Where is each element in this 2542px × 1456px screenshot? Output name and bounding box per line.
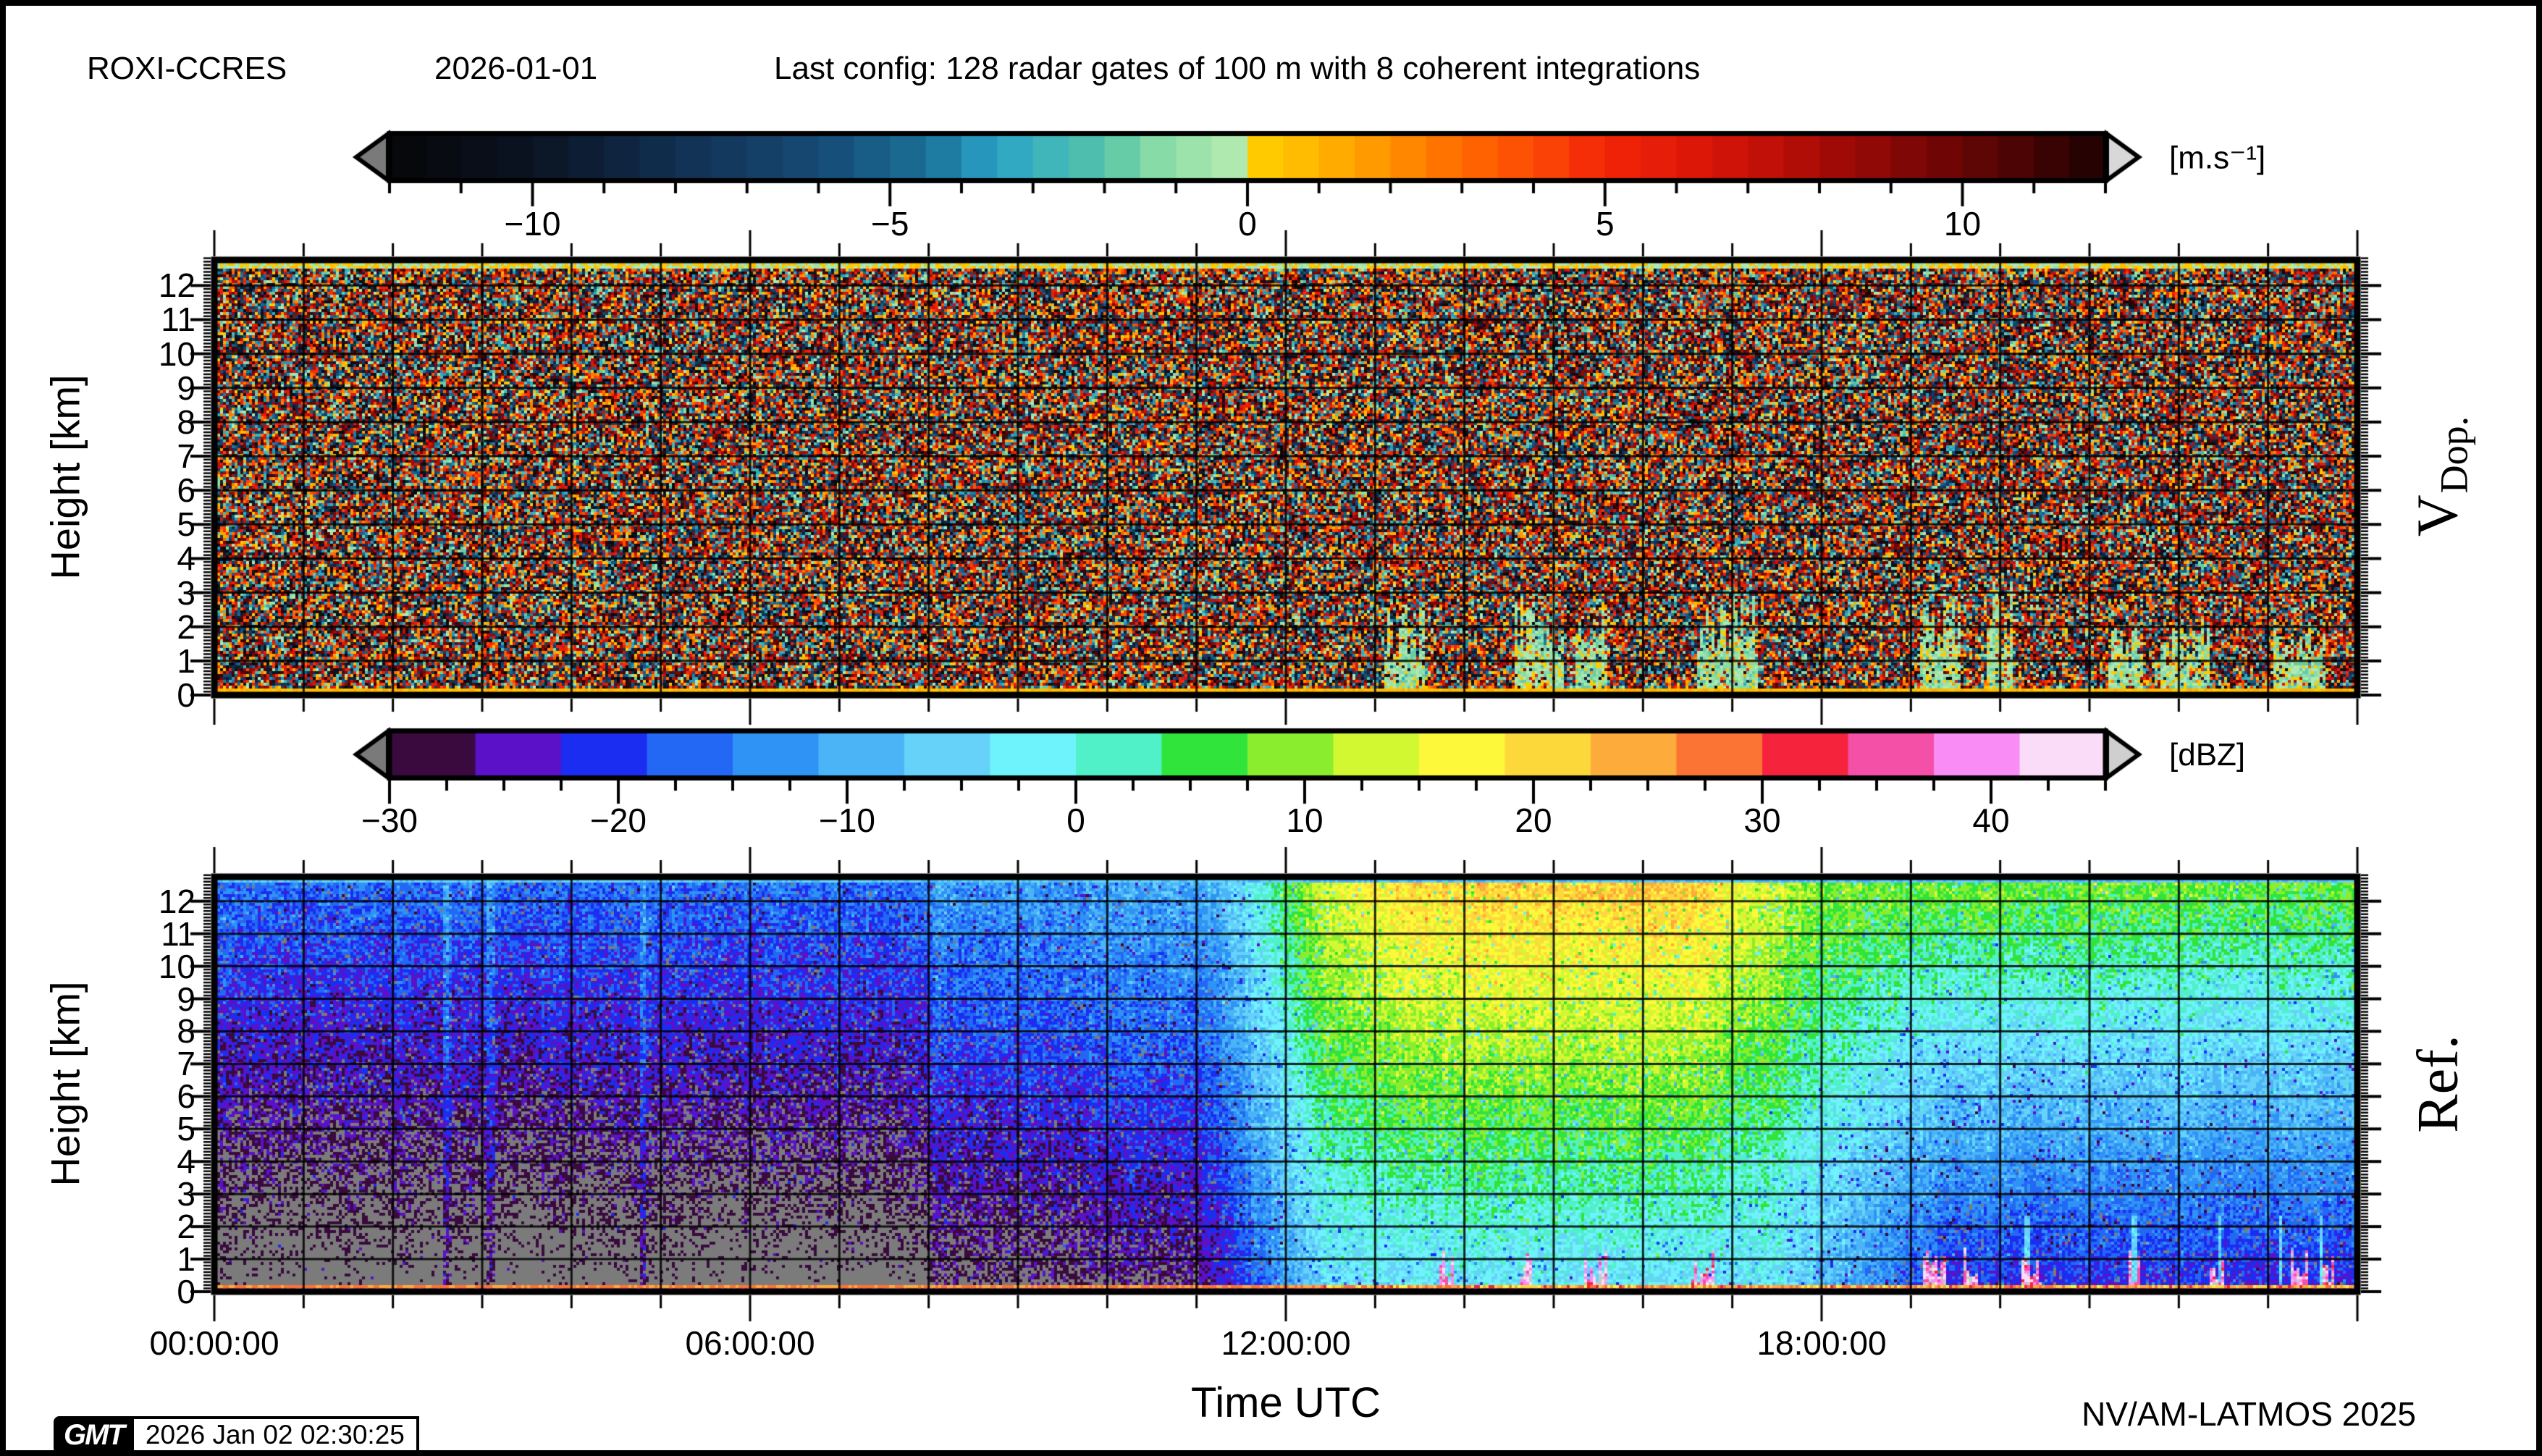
height-tick-label: 6 <box>177 1077 195 1116</box>
height-tick-label: 9 <box>177 980 195 1018</box>
date-label: 2026-01-01 <box>434 51 598 86</box>
config-label: Last config: 128 radar gates of 100 m wi… <box>774 51 1701 86</box>
station-name: ROXI-CCRES <box>87 51 287 86</box>
time-tick-label: 06:00:00 <box>685 1324 815 1362</box>
colorbar-tick-label: −30 <box>361 801 418 839</box>
height-tick-label: 0 <box>177 676 195 714</box>
height-tick-label: 8 <box>177 1012 195 1051</box>
colorbar-tick-label: 30 <box>1743 801 1781 839</box>
reflectivity-side-label-main: Ref. <box>2406 1035 2470 1133</box>
gmt-logo: GMT <box>54 1416 134 1450</box>
credit-label: NV/AM-LATMOS 2025 <box>2082 1395 2416 1433</box>
height-tick-label: 4 <box>177 1143 195 1181</box>
height-tick-label: 3 <box>177 573 195 612</box>
height-tick-label: 10 <box>158 947 195 985</box>
height-tick-label: 11 <box>161 300 195 339</box>
colorbar-tick-label: 20 <box>1515 801 1552 839</box>
height-tick-label: 7 <box>177 437 195 476</box>
height-tick-label: 2 <box>177 607 195 646</box>
reflectivity-height-axis-label: Height [km] <box>42 981 88 1187</box>
time-tick-label: 12:00:00 <box>1221 1324 1351 1362</box>
height-tick-label: 12 <box>158 882 195 920</box>
velocity-height-axis-label: Height [km] <box>42 374 88 580</box>
velocity-side-label-main: V <box>2406 495 2470 537</box>
height-tick-label: 1 <box>177 1240 195 1279</box>
render-timestamp: 2026 Jan 02 02:30:25 <box>133 1416 419 1450</box>
colorbar-tick-label: −20 <box>589 801 647 839</box>
height-tick-label: 12 <box>158 266 195 305</box>
velocity-colorbar <box>317 120 2272 222</box>
height-tick-label: 10 <box>158 334 195 373</box>
colorbar-tick-label: 40 <box>1972 801 2010 839</box>
reflectivity-units-label: [dBZ] <box>2169 737 2246 773</box>
height-tick-label: 0 <box>177 1273 195 1310</box>
colorbar-tick-label: −10 <box>818 801 876 839</box>
height-tick-label: 4 <box>177 539 195 578</box>
height-tick-label: 8 <box>177 403 195 441</box>
height-tick-label: 3 <box>177 1175 195 1213</box>
reflectivity-heatmap-canvas <box>178 841 2394 1328</box>
height-tick-label: 9 <box>177 369 195 407</box>
reflectivity-side-label: Ref. <box>2406 1035 2472 1133</box>
height-tick-label: 7 <box>177 1045 195 1083</box>
reflectivity-colorbar <box>317 718 2272 819</box>
height-tick-label: 2 <box>177 1208 195 1246</box>
velocity-heatmap-canvas <box>178 224 2394 731</box>
height-tick-label: 1 <box>177 641 195 680</box>
height-tick-label: 11 <box>161 914 195 953</box>
velocity-units-label: [m.s⁻¹] <box>2169 140 2266 176</box>
time-tick-label: 18:00:00 <box>1756 1324 1887 1362</box>
time-tick-label: 00:00:00 <box>149 1324 279 1362</box>
height-tick-label: 5 <box>177 505 195 544</box>
colorbar-tick-label: 10 <box>1286 801 1323 839</box>
time-axis-label: Time UTC <box>1190 1379 1381 1426</box>
gmt-logo-box: GMT 2026 Jan 02 02:30:25 <box>54 1416 419 1450</box>
velocity-side-label-sub: Dop. <box>2432 416 2476 494</box>
height-tick-label: 6 <box>177 471 195 510</box>
velocity-side-label: VDop. <box>2406 416 2476 537</box>
height-tick-label: 5 <box>177 1110 195 1148</box>
colorbar-tick-label: 0 <box>1066 801 1085 839</box>
